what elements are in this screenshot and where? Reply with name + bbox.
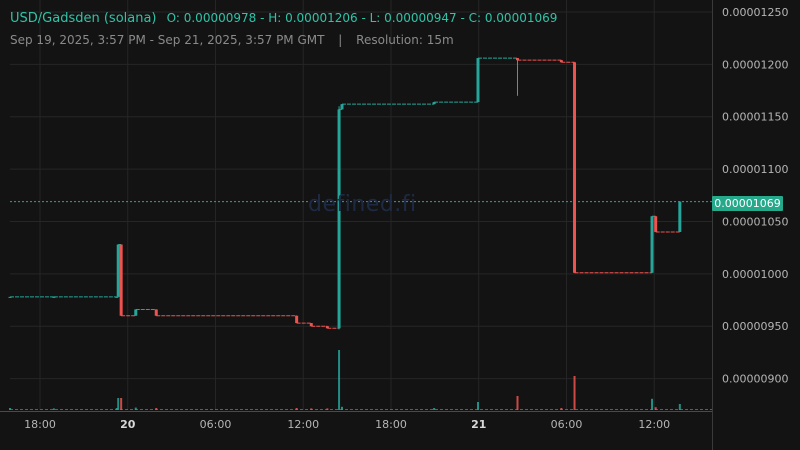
volume-bar bbox=[651, 398, 654, 410]
y-tick-label: 0.00001050 bbox=[722, 215, 788, 228]
y-tick-label: 0.00001200 bbox=[722, 58, 788, 71]
x-tick-label: 18:00 bbox=[24, 418, 56, 431]
watermark-logo: defined.fi bbox=[308, 192, 417, 217]
volume-bar bbox=[115, 408, 118, 410]
x-tick-label: 12:00 bbox=[638, 418, 670, 431]
x-tick-label: 21 bbox=[471, 418, 486, 431]
volume-bar bbox=[477, 402, 479, 410]
volume-bar bbox=[326, 408, 329, 410]
x-tick-label: 06:00 bbox=[200, 418, 232, 431]
volume-bar bbox=[117, 398, 120, 410]
x-tick-label: 20 bbox=[120, 418, 136, 431]
y-tick-label: 0.00001100 bbox=[722, 163, 788, 176]
ohlc-readout: O: 0.00000978 - H: 0.00001206 - L: 0.000… bbox=[166, 11, 558, 25]
x-tick-label: 18:00 bbox=[375, 418, 407, 431]
candle-body bbox=[52, 296, 56, 298]
candle-body bbox=[432, 102, 436, 105]
candle-body bbox=[154, 309, 158, 316]
pair-title: USD/Gadsden (solana) bbox=[10, 11, 157, 26]
volume-bar bbox=[573, 376, 576, 410]
candle-body bbox=[115, 296, 119, 298]
chart-subheader: Sep 19, 2025, 3:57 PM - Sep 21, 2025, 3:… bbox=[10, 33, 454, 47]
candle-body bbox=[119, 244, 123, 316]
header-separator: | bbox=[338, 33, 343, 47]
candle-body bbox=[340, 104, 344, 110]
volume-bar bbox=[678, 404, 681, 410]
volume-bar bbox=[433, 408, 436, 410]
candle-body bbox=[476, 58, 480, 103]
date-range: Sep 19, 2025, 3:57 PM - Sep 21, 2025, 3:… bbox=[10, 33, 325, 47]
chart-header: USD/Gadsden (solana) O: 0.00000978 - H: … bbox=[10, 11, 557, 26]
volume-bar bbox=[120, 398, 123, 410]
volume-bar bbox=[560, 408, 563, 410]
volume-bar bbox=[52, 408, 55, 410]
chart-grid bbox=[10, 0, 712, 410]
volume-bar bbox=[155, 408, 158, 410]
volume-bar bbox=[134, 407, 137, 410]
candle-body bbox=[650, 216, 654, 273]
volume-bar bbox=[338, 350, 341, 410]
x-tick-label: 12:00 bbox=[287, 418, 319, 431]
candle-body bbox=[515, 58, 519, 61]
volume-bar bbox=[654, 407, 657, 410]
resolution-label: Resolution: 15m bbox=[356, 33, 454, 47]
y-tick-label: 0.00001000 bbox=[722, 268, 788, 281]
y-tick-label: 0.00000950 bbox=[722, 320, 788, 333]
candle-body bbox=[654, 216, 658, 232]
volume-bar bbox=[310, 408, 313, 410]
candle-body bbox=[116, 244, 120, 297]
last-price-badge: 0.00001069 bbox=[712, 196, 783, 211]
volume-bar bbox=[9, 408, 11, 410]
y-tick-label: 0.00001150 bbox=[722, 111, 788, 124]
candle-body bbox=[337, 109, 341, 329]
candle-body bbox=[134, 309, 138, 316]
y-tick-label: 0.00001250 bbox=[722, 6, 788, 19]
volume-bars bbox=[9, 350, 712, 410]
candle-body bbox=[573, 62, 577, 273]
volume-bar bbox=[516, 396, 519, 410]
volume-bar bbox=[340, 406, 343, 410]
volume-bar bbox=[295, 408, 298, 410]
x-tick-label: 06:00 bbox=[551, 418, 583, 431]
candle-body bbox=[8, 296, 12, 298]
candle-body bbox=[309, 323, 313, 327]
candle-body bbox=[559, 60, 563, 63]
candle-body bbox=[325, 326, 329, 329]
y-tick-label: 0.00000900 bbox=[722, 373, 788, 386]
candle-body bbox=[295, 315, 299, 324]
candle-body bbox=[678, 201, 682, 232]
price-candles bbox=[8, 57, 712, 330]
